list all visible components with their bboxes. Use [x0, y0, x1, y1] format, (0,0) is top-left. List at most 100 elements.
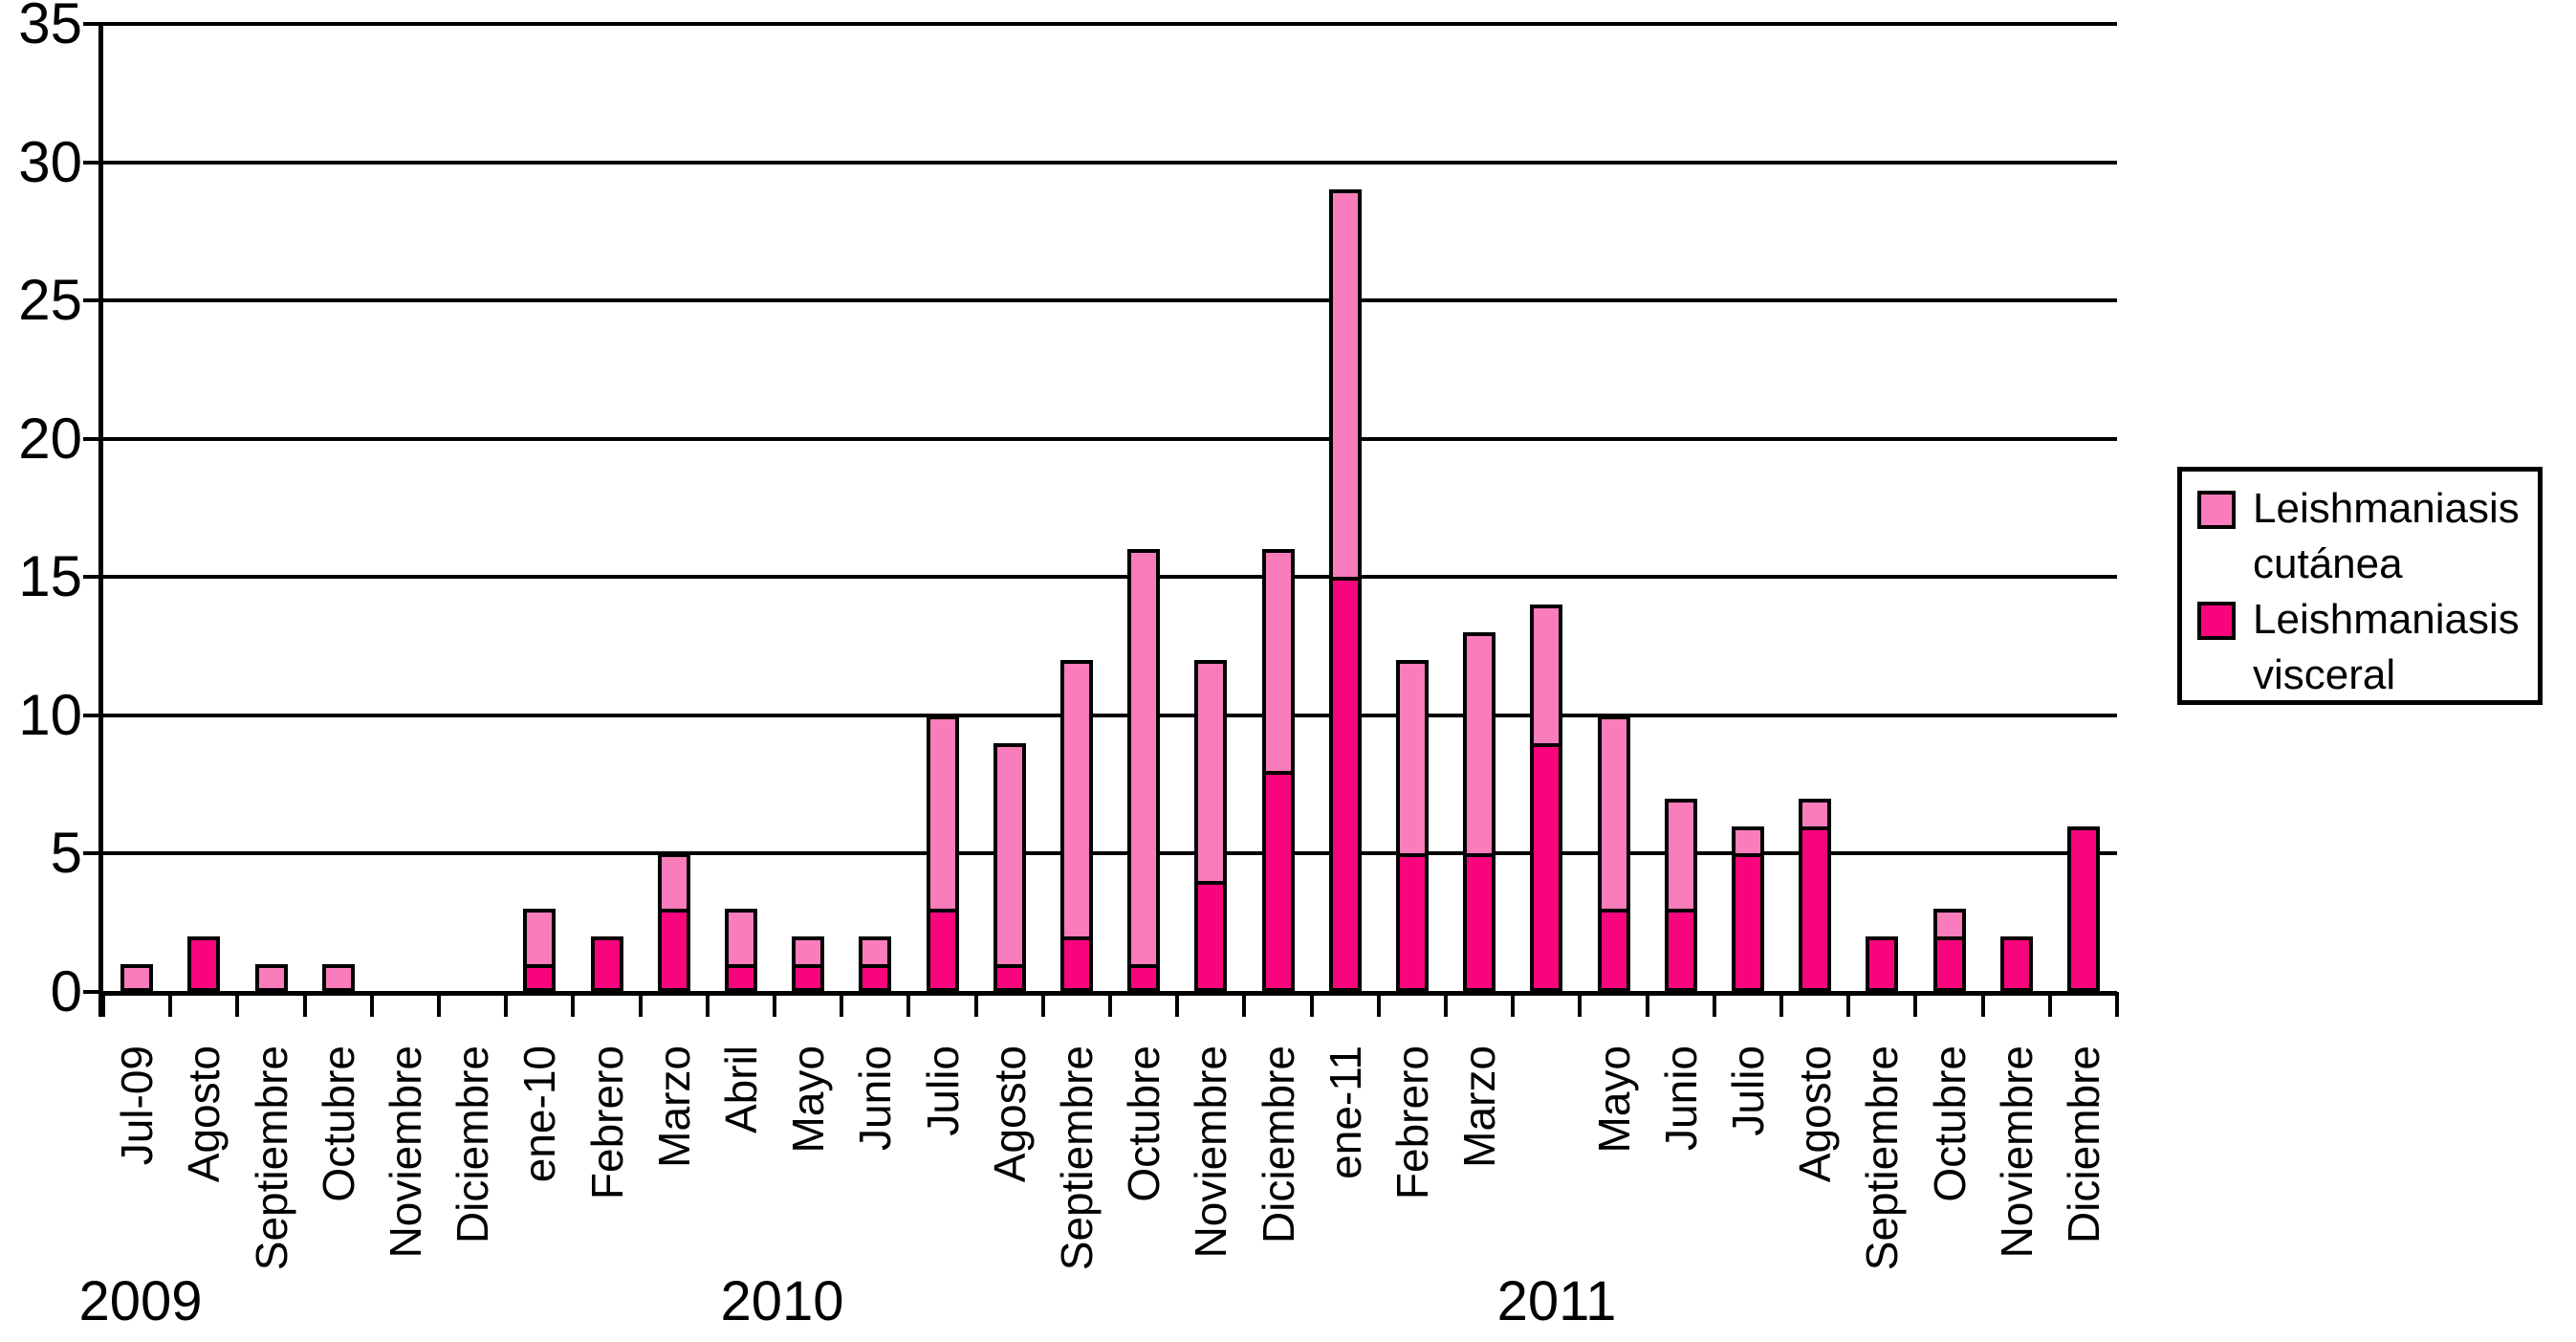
x-tick-label: Octubre — [1119, 1045, 1169, 1202]
x-axis-tick — [235, 992, 240, 1017]
x-tick-label: ene-11 — [1320, 1045, 1370, 1179]
x-axis-tick — [302, 992, 307, 1017]
x-tick-label: Octubre — [313, 1045, 363, 1202]
gridline — [103, 436, 2117, 441]
gridline — [103, 298, 2117, 303]
bar-segment-cutanea — [1731, 825, 1764, 854]
legend-swatch-cutanea-icon — [2197, 491, 2236, 529]
x-tick-label: ene-10 — [514, 1045, 565, 1183]
x-axis-tick — [1376, 992, 1381, 1017]
bar-segment-visceral — [1395, 853, 1429, 992]
y-axis — [98, 24, 103, 1017]
bar-segment-cutanea — [254, 964, 288, 992]
x-axis-tick — [1175, 992, 1180, 1017]
x-axis-tick — [101, 992, 105, 1017]
x-tick-label: Julio — [917, 1045, 968, 1136]
x-tick-label: Noviembre — [380, 1045, 430, 1259]
x-tick-label: Jul-09 — [112, 1045, 163, 1166]
gridline — [103, 575, 2117, 580]
x-axis-tick — [1242, 992, 1247, 1017]
bar-segment-cutanea — [926, 715, 959, 910]
x-axis-tick — [1846, 992, 1851, 1017]
x-tick-label: Diciembre — [448, 1045, 498, 1244]
gridline — [103, 713, 2117, 717]
x-tick-label: Mayo — [783, 1045, 834, 1154]
bar-segment-visceral — [792, 964, 825, 992]
legend-label-cutanea-line2: cutánea — [2253, 540, 2403, 587]
bar-segment-visceral — [1194, 881, 1228, 992]
y-axis-tick — [83, 22, 103, 26]
x-tick-label: Febrero — [1386, 1045, 1437, 1200]
bar-segment-visceral — [1261, 770, 1295, 992]
bar-segment-cutanea — [657, 853, 690, 910]
x-tick-label: Octubre — [1924, 1045, 1975, 1202]
y-tick-label: 25 — [18, 268, 82, 333]
y-axis-tick — [83, 575, 103, 580]
x-axis-tick — [1712, 992, 1716, 1017]
legend-swatch-visceral-icon — [2197, 602, 2236, 640]
x-tick-label: Septiembre — [246, 1045, 296, 1271]
y-tick-label: 35 — [18, 0, 82, 55]
bar-segment-cutanea — [859, 936, 892, 965]
bar-segment-cutanea — [1597, 715, 1630, 910]
x-axis-tick — [437, 992, 441, 1017]
y-axis-tick — [83, 160, 103, 165]
x-axis-tick — [705, 992, 709, 1017]
x-axis-tick — [1309, 992, 1314, 1017]
x-axis-tick — [504, 992, 509, 1017]
bar-segment-visceral — [1664, 909, 1697, 992]
y-tick-label: 10 — [18, 682, 82, 747]
bar-segment-visceral — [1463, 853, 1496, 992]
bar-segment-visceral — [1530, 742, 1563, 992]
legend-label-visceral-line2: visceral — [2253, 651, 2396, 698]
gridline — [103, 160, 2117, 165]
y-axis-tick — [83, 436, 103, 441]
bar-segment-visceral — [590, 936, 623, 992]
x-axis-tick — [1578, 992, 1583, 1017]
year-label: 2009 — [78, 1270, 203, 1332]
gridline — [103, 22, 2117, 26]
x-axis-tick — [1645, 992, 1649, 1017]
x-axis-tick — [906, 992, 911, 1017]
bar-segment-visceral — [187, 936, 221, 992]
x-tick-label: Marzo — [648, 1045, 699, 1168]
x-axis-tick — [1040, 992, 1045, 1017]
legend-entry-visceral: Leishmaniasis visceral — [2197, 592, 2538, 703]
year-label: 2010 — [720, 1270, 844, 1332]
x-axis-tick — [973, 992, 978, 1017]
bar-segment-visceral — [926, 909, 959, 992]
legend-label-cutanea: Leishmaniasis cutánea — [2253, 481, 2520, 592]
x-tick-label: Abril — [715, 1045, 766, 1134]
x-axis-tick — [1511, 992, 1516, 1017]
y-tick-label: 5 — [50, 821, 82, 886]
bar-segment-visceral — [523, 964, 557, 992]
x-tick-label: Agosto — [179, 1045, 229, 1183]
x-tick-label: Marzo — [1454, 1045, 1505, 1168]
bar-segment-visceral — [1932, 936, 1966, 992]
bar-segment-visceral — [724, 964, 757, 992]
y-axis-tick — [83, 851, 103, 856]
y-tick-label: 20 — [18, 406, 82, 471]
x-axis-tick — [2047, 992, 2052, 1017]
bar-segment-cutanea — [1194, 660, 1228, 882]
legend-label-visceral: Leishmaniasis visceral — [2253, 592, 2520, 703]
y-tick-label: 15 — [18, 544, 82, 609]
y-axis-tick — [83, 713, 103, 717]
bar-segment-cutanea — [1395, 660, 1429, 854]
bar-segment-cutanea — [1463, 632, 1496, 854]
x-tick-label: Junio — [1655, 1045, 1706, 1151]
bar-segment-cutanea — [1932, 909, 1966, 937]
bar-segment-visceral — [1059, 936, 1093, 992]
x-axis-tick — [840, 992, 844, 1017]
x-axis-tick — [1980, 992, 1985, 1017]
bar-segment-cutanea — [1328, 189, 1362, 578]
x-axis-tick — [571, 992, 576, 1017]
bar-segment-visceral — [993, 964, 1026, 992]
x-axis-tick — [773, 992, 776, 1017]
bar-segment-visceral — [1328, 577, 1362, 992]
x-axis-tick — [638, 992, 643, 1017]
bar-segment-visceral — [1597, 909, 1630, 992]
bar-segment-visceral — [1999, 936, 2033, 992]
y-axis-tick — [83, 990, 103, 994]
